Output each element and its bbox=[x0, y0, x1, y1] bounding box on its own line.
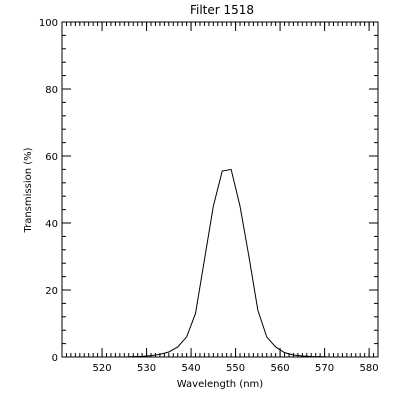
axis-ticks bbox=[61, 21, 379, 358]
y-tick-label: 100 bbox=[39, 18, 58, 29]
x-tick-label: 540 bbox=[182, 363, 201, 374]
x-axis-label: Wavelength (nm) bbox=[177, 379, 263, 390]
x-tick-label: 580 bbox=[360, 363, 379, 374]
x-tick-label: 530 bbox=[137, 363, 156, 374]
chart-title: Filter 1518 bbox=[190, 3, 254, 17]
y-tick-label: 80 bbox=[45, 85, 58, 96]
plot-frame bbox=[61, 21, 379, 358]
y-tick-label: 60 bbox=[45, 152, 58, 163]
y-axis-label: Transmission (%) bbox=[23, 147, 34, 233]
x-tick-label: 570 bbox=[315, 363, 334, 374]
transmission-series-line bbox=[124, 168, 330, 358]
y-tick-label: 0 bbox=[52, 353, 58, 364]
y-tick-label: 40 bbox=[45, 219, 58, 230]
x-tick-label: 550 bbox=[226, 363, 245, 374]
y-tick-label: 20 bbox=[45, 286, 58, 297]
tick-labels: 520 530 540 550 560 570 580 0 20 40 60 80 100 bbox=[39, 18, 379, 374]
x-tick-label: 560 bbox=[271, 363, 290, 374]
x-tick-label: 520 bbox=[93, 363, 112, 374]
